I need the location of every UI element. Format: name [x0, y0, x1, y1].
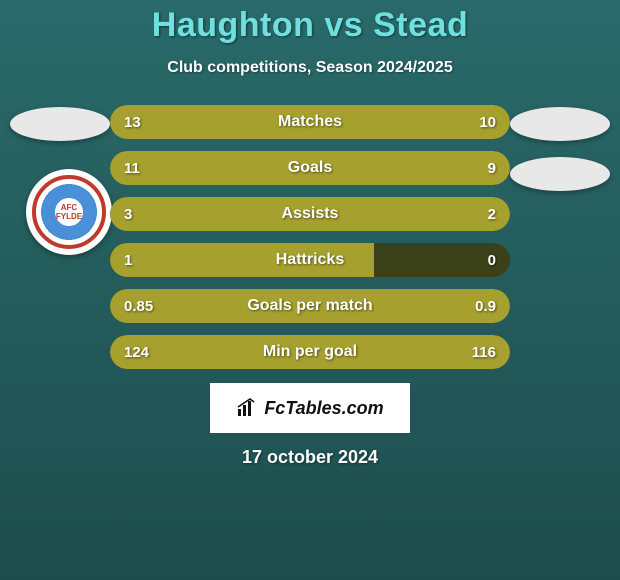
stat-value-right: 9: [488, 151, 496, 185]
comparison-stage: AFCFYLDE 13 Matches 10 11 Goals 9 3: [0, 105, 620, 468]
club-badge-inner: AFCFYLDE: [32, 175, 106, 249]
stat-row-matches: 13 Matches 10: [110, 105, 510, 139]
brand-text: FcTables.com: [264, 398, 383, 419]
stat-row-hattricks: 1 Hattricks 0: [110, 243, 510, 277]
comparison-card: Haughton vs Stead Club competitions, Sea…: [0, 0, 620, 580]
stat-value-right: 10: [479, 105, 496, 139]
stat-label: Hattricks: [110, 243, 510, 277]
footer-date: 17 october 2024: [0, 447, 620, 468]
stat-label: Assists: [110, 197, 510, 231]
stat-row-min-per-goal: 124 Min per goal 116: [110, 335, 510, 369]
stat-row-goals-per-match: 0.85 Goals per match 0.9: [110, 289, 510, 323]
stat-label: Goals: [110, 151, 510, 185]
brand-chart-icon: [236, 397, 258, 419]
stat-label: Min per goal: [110, 335, 510, 369]
stat-value-right: 0.9: [475, 289, 496, 323]
stat-value-right: 0: [488, 243, 496, 277]
stat-row-assists: 3 Assists 2: [110, 197, 510, 231]
page-title: Haughton vs Stead: [0, 6, 620, 45]
player-left-avatar: [10, 107, 110, 141]
stat-value-right: 2: [488, 197, 496, 231]
player-right-avatar-2: [510, 157, 610, 191]
stat-row-goals: 11 Goals 9: [110, 151, 510, 185]
club-badge-left: AFCFYLDE: [26, 169, 112, 255]
stat-value-right: 116: [472, 335, 496, 369]
player-right-avatar: [510, 107, 610, 141]
subtitle: Club competitions, Season 2024/2025: [0, 59, 620, 77]
stat-label: Matches: [110, 105, 510, 139]
brand-badge: FcTables.com: [210, 383, 410, 433]
stat-label: Goals per match: [110, 289, 510, 323]
stat-bars: 13 Matches 10 11 Goals 9 3 Assists 2: [110, 105, 510, 369]
